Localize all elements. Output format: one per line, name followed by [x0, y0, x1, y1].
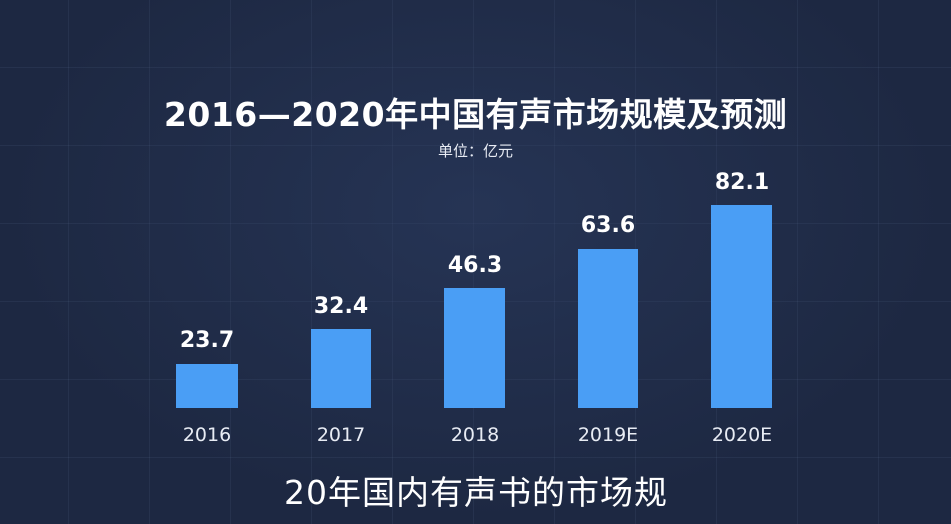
value-label-2020e: 82.1 [714, 170, 770, 195]
value-label-2019e: 63.6 [580, 213, 636, 238]
category-label-2019e: 2019E [577, 424, 639, 446]
value-label-2018: 46.3 [447, 253, 503, 278]
chart-title: 2016—2020年中国有声市场规模及预测 [163, 95, 788, 134]
chart-unit-label: 单位：亿元 [437, 142, 513, 160]
value-label-2017: 32.4 [313, 294, 369, 319]
category-label-2016: 2016 [182, 424, 232, 446]
bar-2020e [711, 205, 772, 408]
category-label-2018: 2018 [450, 424, 500, 446]
bar-2017 [311, 329, 371, 408]
bar-2018 [444, 288, 505, 408]
category-label-2020e: 2020E [711, 424, 773, 446]
video-subtitle-caption: 20年国内有声书的市场规 [284, 473, 666, 512]
value-label-2016: 23.7 [179, 328, 235, 353]
category-label-2017: 2017 [316, 424, 366, 446]
bar-2019e [578, 249, 638, 408]
bar-2016 [176, 364, 238, 408]
